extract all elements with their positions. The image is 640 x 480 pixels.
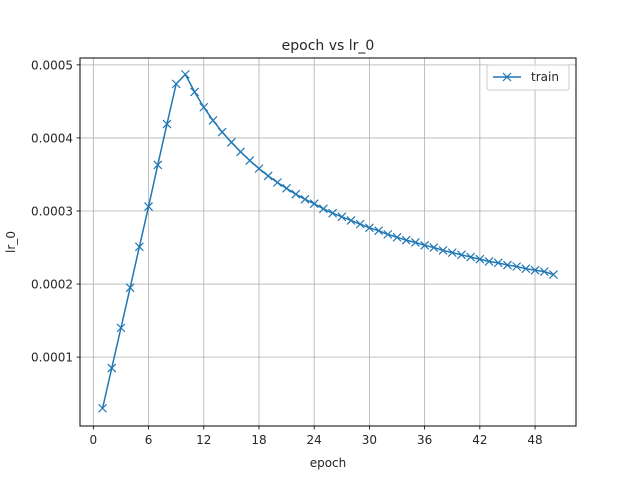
x-marker-icon <box>208 115 218 125</box>
x-axis-ticks: 0 6 12 18 24 30 36 42 48 <box>90 426 543 447</box>
x-marker-icon <box>466 252 476 262</box>
x-marker-icon <box>355 219 365 229</box>
x-tick-label: 0 <box>90 433 98 447</box>
y-tick-label: 0.0003 <box>31 204 73 218</box>
x-marker-icon <box>521 264 531 274</box>
x-marker-icon <box>383 229 393 239</box>
x-marker-icon <box>493 258 503 268</box>
x-marker-icon <box>484 256 494 266</box>
x-marker-icon <box>125 283 135 293</box>
x-marker-icon <box>346 216 356 225</box>
x-marker-icon <box>410 237 420 247</box>
x-marker-icon <box>309 199 319 209</box>
x-marker-icon <box>245 156 255 165</box>
x-marker-icon <box>539 267 549 277</box>
grid-lines <box>80 58 576 426</box>
y-tick-label: 0.0004 <box>31 131 73 145</box>
x-marker-icon <box>272 178 282 187</box>
data-series <box>98 69 558 413</box>
x-tick-label: 42 <box>472 433 487 447</box>
x-axis-label: epoch <box>310 456 347 470</box>
x-marker-icon <box>217 127 227 137</box>
x-marker-icon <box>530 265 540 275</box>
x-marker-icon <box>475 254 485 264</box>
x-marker-icon <box>226 137 236 147</box>
x-marker-icon <box>429 243 439 252</box>
legend-box <box>486 64 570 91</box>
chart-title: epoch vs lr_0 <box>282 38 375 54</box>
x-marker-icon <box>107 363 117 373</box>
x-marker-icon <box>374 226 384 236</box>
x-marker-icon <box>502 72 512 82</box>
x-marker-icon <box>199 102 209 112</box>
x-marker-icon <box>116 323 126 333</box>
x-marker-icon <box>300 194 310 204</box>
x-marker-icon <box>512 262 522 271</box>
x-marker-icon <box>318 204 328 214</box>
y-tick-label: 0.0001 <box>31 351 73 365</box>
x-marker-icon <box>549 270 558 279</box>
x-tick-label: 24 <box>307 433 322 447</box>
x-marker-icon <box>162 119 172 129</box>
x-tick-label: 6 <box>145 433 153 447</box>
x-marker-icon <box>134 242 144 252</box>
x-marker-icon <box>180 69 190 79</box>
x-tick-label: 18 <box>251 433 266 447</box>
x-tick-label: 12 <box>196 433 211 447</box>
plot-frame <box>79 57 577 427</box>
x-marker-icon <box>236 147 246 157</box>
x-marker-icon <box>364 223 374 233</box>
x-marker-icon <box>328 208 338 218</box>
x-tick-label: 48 <box>527 433 542 447</box>
y-tick-label: 0.0002 <box>31 278 73 292</box>
x-marker-icon <box>457 250 466 260</box>
x-marker-icon <box>254 164 264 174</box>
x-marker-icon <box>291 189 301 199</box>
x-marker-icon <box>190 87 199 97</box>
x-marker-icon <box>392 232 402 242</box>
x-marker-icon <box>144 202 153 212</box>
y-axis-ticks: 0.0001 0.0002 0.0003 0.0004 0.0005 <box>31 58 80 365</box>
x-marker-icon <box>438 246 448 255</box>
x-tick-label: 36 <box>417 433 432 447</box>
x-marker-icon <box>337 212 347 222</box>
x-marker-icon <box>263 171 273 181</box>
legend: train <box>486 64 570 91</box>
x-marker-icon <box>171 79 181 89</box>
x-marker-icon <box>98 403 107 413</box>
x-marker-icon <box>503 260 512 270</box>
series-line-train <box>101 73 554 409</box>
y-tick-label: 0.0005 <box>31 58 73 72</box>
x-marker-icon <box>153 160 163 170</box>
x-marker-icon <box>401 235 411 245</box>
x-marker-icon <box>447 248 457 258</box>
y-axis-label: lr_0 <box>4 231 18 253</box>
x-marker-icon <box>420 240 430 250</box>
x-tick-label: 30 <box>362 433 377 447</box>
legend-label-train: train <box>531 70 559 84</box>
x-marker-icon <box>282 183 292 193</box>
